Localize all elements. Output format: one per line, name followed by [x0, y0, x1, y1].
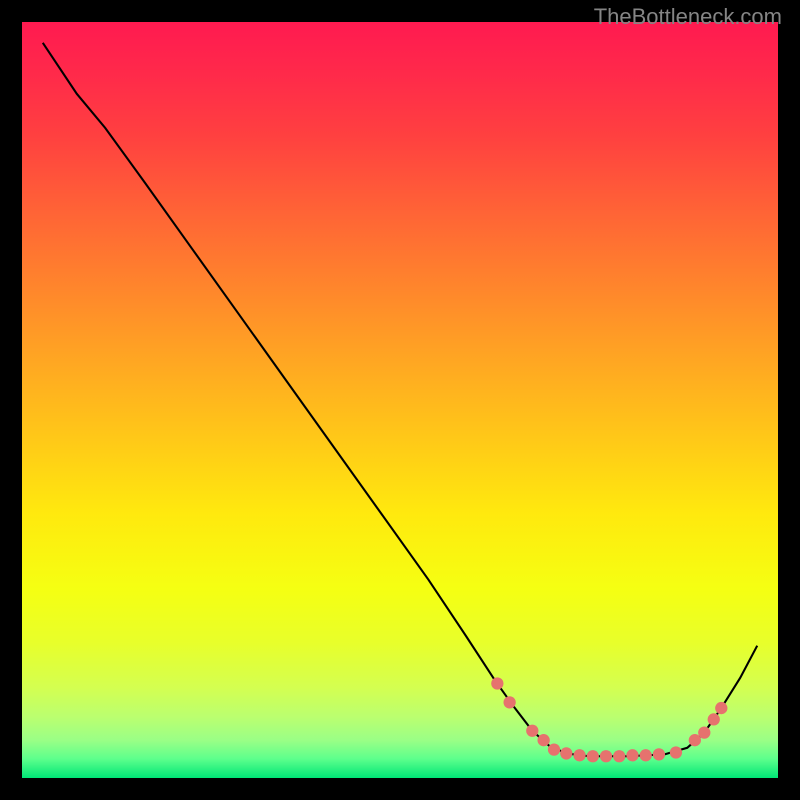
curve-marker — [653, 748, 665, 760]
bottleneck-curve — [43, 43, 757, 756]
curve-marker — [491, 677, 503, 689]
curve-marker — [708, 713, 720, 725]
curve-marker — [715, 702, 727, 714]
chart-curve-layer — [22, 22, 778, 778]
curve-marker — [587, 750, 599, 762]
curve-marker — [537, 734, 549, 746]
curve-marker — [600, 750, 612, 762]
watermark-text: TheBottleneck.com — [594, 4, 782, 30]
curve-marker — [613, 750, 625, 762]
plot-area — [22, 22, 778, 778]
curve-marker — [670, 746, 682, 758]
curve-marker — [503, 696, 515, 708]
curve-marker — [560, 747, 572, 759]
curve-marker — [573, 749, 585, 761]
curve-marker — [698, 726, 710, 738]
curve-marker — [640, 749, 652, 761]
curve-marker — [526, 725, 538, 737]
curve-marker — [626, 749, 638, 761]
curve-marker — [548, 744, 560, 756]
curve-markers — [491, 677, 727, 762]
